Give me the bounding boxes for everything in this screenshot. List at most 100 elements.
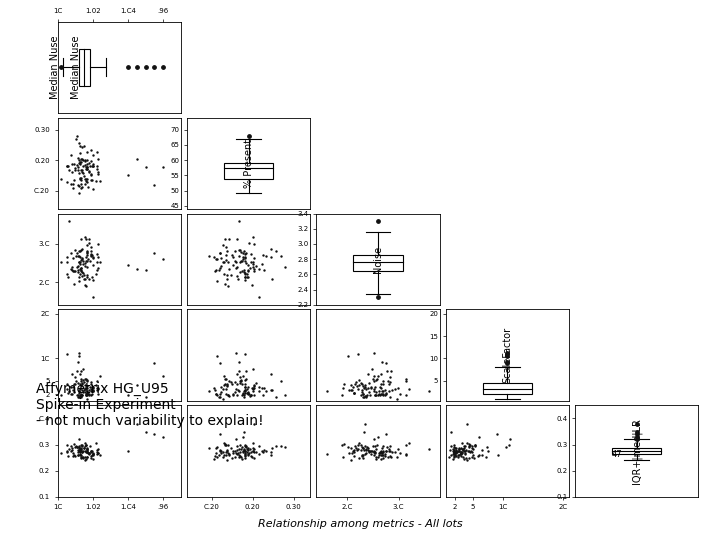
Point [158, 63, 169, 72]
Point [384, 392, 395, 401]
Point [360, 392, 372, 400]
Point [73, 387, 85, 396]
Point [221, 382, 233, 390]
Point [148, 359, 160, 367]
Point [94, 372, 106, 381]
Point [92, 170, 104, 179]
Point [232, 274, 243, 283]
Point [248, 448, 260, 456]
Point [377, 447, 388, 455]
Point [81, 447, 93, 456]
Point [91, 258, 103, 267]
Point [223, 392, 235, 400]
Point [203, 252, 215, 261]
Point [239, 389, 251, 397]
Point [231, 369, 243, 378]
Point [244, 444, 256, 453]
Point [230, 435, 242, 443]
Point [228, 391, 239, 400]
Point [80, 455, 91, 463]
Point [266, 253, 277, 261]
Point [383, 445, 395, 454]
Point [73, 138, 84, 147]
Point [76, 165, 88, 174]
Point [383, 447, 395, 455]
Point [76, 272, 88, 280]
Point [86, 447, 98, 456]
Point [240, 250, 251, 259]
Point [86, 251, 97, 260]
Point [215, 446, 226, 454]
Point [71, 443, 82, 451]
Point [365, 383, 377, 392]
Point [76, 442, 88, 450]
Point [73, 156, 85, 165]
Point [369, 383, 381, 391]
Point [66, 444, 78, 453]
Point [230, 449, 242, 457]
Point [208, 253, 220, 261]
Point [238, 393, 250, 401]
Point [465, 447, 477, 455]
Point [140, 266, 151, 274]
Point [368, 435, 379, 443]
Point [279, 390, 291, 399]
Point [73, 352, 84, 360]
Point [81, 387, 93, 395]
Point [243, 132, 254, 140]
Point [466, 444, 477, 453]
Point [357, 444, 369, 453]
Point [449, 449, 460, 457]
Point [220, 385, 232, 394]
Point [240, 443, 252, 451]
Text: 47: 47 [611, 450, 622, 458]
Point [456, 444, 468, 453]
Point [240, 387, 251, 396]
Point [215, 449, 227, 457]
Point [451, 448, 463, 456]
Point [78, 271, 90, 280]
Point [343, 386, 355, 394]
Point [215, 264, 226, 273]
Point [87, 386, 99, 395]
Point [76, 444, 87, 453]
Point [87, 161, 99, 170]
Point [78, 142, 89, 151]
Point [122, 391, 134, 400]
Point [356, 379, 368, 388]
Point [459, 442, 470, 450]
Point [231, 442, 243, 450]
Point [83, 274, 94, 283]
Point [367, 375, 379, 383]
Point [225, 444, 237, 453]
Point [240, 450, 251, 458]
Point [81, 376, 93, 385]
Point [71, 251, 82, 260]
Point [73, 258, 85, 266]
Point [380, 447, 392, 456]
Point [68, 449, 79, 457]
Point [83, 450, 94, 458]
Point [222, 380, 233, 388]
Point [210, 390, 222, 399]
Point [81, 178, 93, 187]
Point [377, 389, 389, 398]
Point [218, 258, 230, 267]
Point [243, 446, 254, 455]
Point [382, 377, 393, 386]
Point [81, 271, 93, 279]
Point [502, 350, 513, 359]
Point [73, 246, 84, 255]
Point [87, 159, 99, 168]
Point [79, 232, 91, 241]
Point [76, 375, 87, 384]
Point [217, 258, 229, 267]
Point [85, 169, 96, 178]
Point [392, 383, 404, 392]
Point [235, 391, 247, 400]
Point [122, 447, 134, 455]
Point [81, 389, 93, 397]
Point [75, 266, 86, 274]
Point [78, 447, 89, 455]
Point [238, 389, 249, 398]
